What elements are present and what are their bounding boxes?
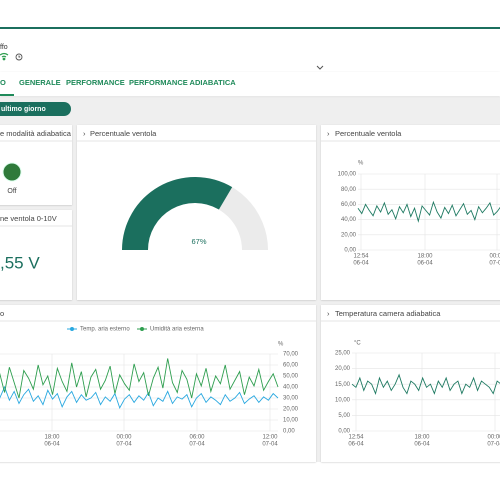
line [0,385,279,410]
status-text: Off [7,188,16,195]
panel-title: Percentuale ventola [335,129,402,138]
y-tick-label: 40,00 [341,217,357,223]
y-tick-label: 70,00 [283,352,299,358]
x-tick-label: 00:00 [489,254,500,260]
y-tick-label: 20,00 [283,407,299,413]
tab[interactable]: GENERALE [19,78,61,87]
tab[interactable]: PERFORMANCE [66,78,125,87]
tab[interactable]: O [0,78,6,87]
x-tick-label: 18:00 [417,254,433,260]
y-tick-label: 80,00 [341,187,357,193]
y-tick-label: 0,00 [283,429,295,435]
x-tick-label: 06-04 [348,442,364,448]
y-tick-label: 100,00 [338,172,357,178]
panel [0,210,72,300]
top-line [0,27,500,29]
x-tick-label: 07-04 [489,261,500,267]
y-tick-label: 60,00 [341,202,357,208]
y-tick-label: 20,00 [341,232,357,238]
y-tick-label: 10,00 [283,418,299,424]
panel [77,125,316,300]
x-tick-label: 07-04 [116,442,132,448]
panel-title-arrow: › [327,129,330,138]
y-tick-label: 10,00 [335,397,351,403]
tab[interactable]: PERFORMANCE ADIABATICA [129,78,236,87]
panel-title: ne ventola 0-10V [0,214,57,223]
x-tick-label: 06-04 [417,261,433,267]
voltage-value: ,55 V [0,253,40,272]
y-tick-label: 20,00 [335,366,351,372]
wifi-icon [0,52,9,61]
y-tick-label: 15,00 [335,382,351,388]
unit-label: % [358,161,364,167]
gauge-value [122,177,233,250]
x-tick-label: 06-04 [353,261,369,267]
x-tick-label: 06-04 [414,442,430,448]
x-tick-label: 07-04 [262,442,278,448]
x-tick-label: 07-04 [189,442,205,448]
line [0,358,279,399]
y-tick-label: 50,00 [283,374,299,380]
x-tick-label: 12:00 [262,435,278,441]
panel-title: Temperatura camera adiabatica [335,309,441,318]
y-tick-label: 5,00 [338,413,350,419]
y-tick-label: 25,00 [335,351,351,357]
unit-label: % [278,342,284,348]
x-tick-label: 18:00 [44,435,60,441]
site-name: ffo [0,44,8,51]
legend-label: Temp. aria esterno [80,327,130,333]
y-tick-label: 40,00 [283,385,299,391]
dropdown-chevron[interactable] [316,65,324,70]
x-tick-label: 07-04 [487,442,500,448]
panel-title: o [0,309,4,318]
y-tick-label: 0,00 [338,429,350,435]
panel-title-arrow: › [83,129,86,138]
x-tick-label: 18:00 [414,435,430,441]
unit-label: °C [354,341,361,347]
panel-title: e modalità adiabatica [0,129,72,138]
x-tick-label: 00:00 [487,435,500,441]
clock-icon [15,53,23,61]
panel-title: Percentuale ventola [90,129,157,138]
legend-dot [70,327,74,331]
x-tick-label: 12:54 [348,435,364,441]
y-tick-label: 0,00 [344,248,356,254]
legend-dot [140,327,144,331]
line [357,200,500,223]
y-tick-label: 30,00 [283,396,299,402]
x-tick-label: 00:00 [116,435,132,441]
tab-bar [0,72,500,96]
tab-indicator [0,94,14,96]
x-tick-label: 06-04 [44,442,60,448]
period-button[interactable] [0,102,71,116]
x-tick-label: 06:00 [189,435,205,441]
panel [0,305,316,462]
period-label[interactable]: ultimo giorno [1,106,46,113]
y-tick-label: 60,00 [283,363,299,369]
status-led [2,162,22,182]
panel [321,125,500,300]
panel-title-arrow: › [327,309,330,318]
legend-label: Umidità aria esterna [150,327,204,333]
gauge-label: 67% [191,237,206,246]
line [351,373,500,395]
x-tick-label: 12:54 [353,254,369,260]
